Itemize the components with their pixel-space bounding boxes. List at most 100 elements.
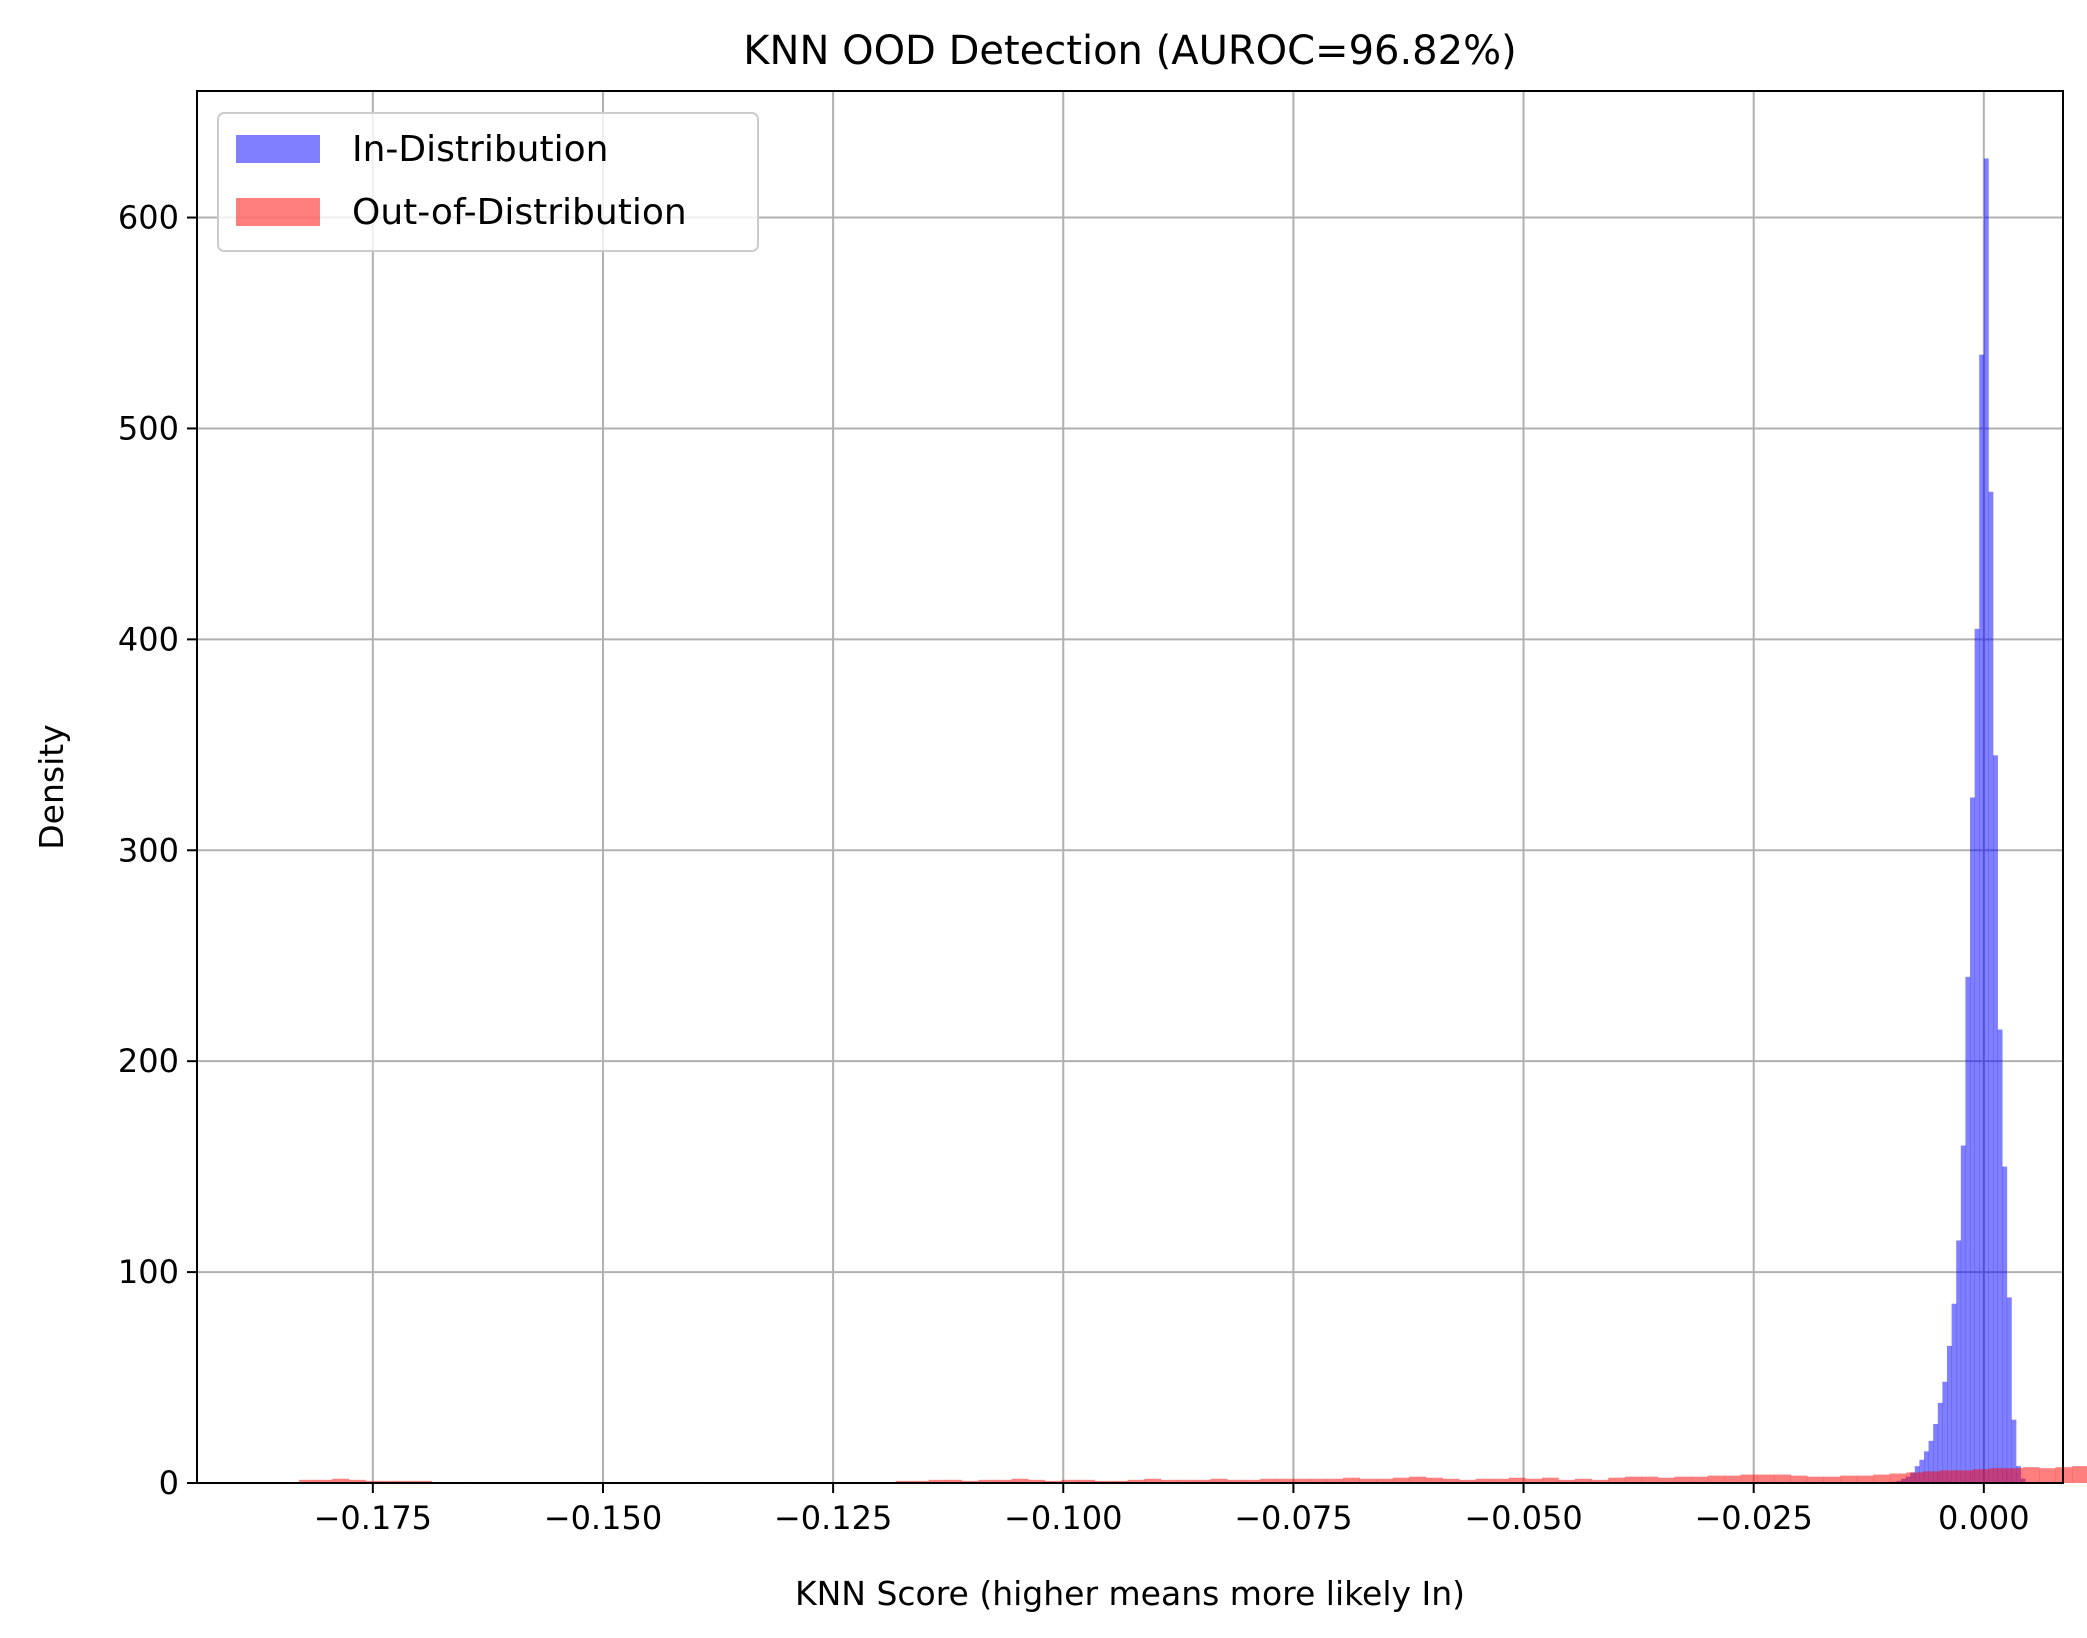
histogram-bar [2022, 1467, 2040, 1483]
histogram-bar [1541, 1477, 1559, 1483]
histogram-bar [1923, 1471, 1940, 1483]
x-tick-label: −0.150 [544, 1499, 662, 1537]
x-tick-label: −0.175 [314, 1499, 432, 1537]
histogram-bar [1928, 1440, 1934, 1483]
histogram-bar [1956, 1470, 1974, 1483]
histogram-bar [1988, 491, 1994, 1483]
histogram-bar [1979, 354, 1985, 1483]
histogram-bar [415, 1480, 433, 1483]
x-tick-label: −0.075 [1234, 1499, 1352, 1537]
histogram-bar [1974, 628, 1980, 1483]
histogram-bar [1624, 1476, 1642, 1483]
y-tick-label: 300 [118, 831, 179, 869]
x-axis-title: KNN Score (higher means more likely In) [795, 1574, 1465, 1613]
legend-swatch-out-of-distribution [236, 198, 320, 226]
histogram-bar [1144, 1478, 1162, 1483]
legend-swatch-in-distribution [236, 135, 320, 163]
histogram-bar [1873, 1474, 1891, 1483]
x-tick-label: −0.050 [1464, 1499, 1582, 1537]
histogram-bar [2072, 1466, 2087, 1483]
histogram-bar [1459, 1479, 1476, 1483]
histogram-bar [1608, 1477, 1626, 1483]
plot-frame [196, 90, 2064, 1484]
histogram-bar [1260, 1478, 1278, 1483]
histogram-bar [1972, 1469, 1990, 1483]
histogram-bar [1790, 1475, 1808, 1483]
histogram-bar [2039, 1468, 2056, 1483]
histogram-bar [1011, 1478, 1029, 1483]
histogram-bar [1983, 158, 1989, 1483]
histogram-bar [1061, 1479, 1079, 1483]
histogram-bar [1575, 1478, 1592, 1483]
y-tick-label: 100 [118, 1253, 179, 1291]
histogram-bar [912, 1480, 930, 1483]
y-axis-title: Density [32, 724, 71, 849]
y-tick-label: 400 [118, 620, 179, 658]
histogram-bar [1641, 1476, 1659, 1483]
histogram-bar [978, 1479, 996, 1483]
y-tick-label: 600 [118, 199, 179, 237]
histogram-bar [1558, 1479, 1576, 1483]
histogram-bar [1674, 1476, 1692, 1483]
histogram-bar [961, 1480, 979, 1483]
histogram-bar [1724, 1475, 1742, 1483]
histogram-bar [1906, 1472, 1924, 1483]
x-tick-label: −0.125 [774, 1499, 892, 1537]
histogram-bar [348, 1479, 366, 1483]
histogram-bar [1965, 976, 1971, 1483]
histogram-bar [1970, 797, 1975, 1483]
histogram-bar [1276, 1478, 1294, 1483]
histogram-bar [1960, 1145, 1966, 1483]
y-tick-label: 500 [118, 409, 179, 447]
histogram-bar [1997, 1029, 2003, 1483]
histogram-bar [1939, 1470, 1957, 1483]
histogram-bar [1691, 1476, 1708, 1483]
histogram-bar [1956, 1240, 1962, 1483]
histogram-bar [398, 1480, 416, 1483]
histogram-bar [1343, 1477, 1360, 1483]
histogram-bar [1740, 1474, 1758, 1483]
histogram-bar [1492, 1478, 1510, 1483]
histogram-bar [928, 1479, 946, 1483]
histogram-bar [365, 1480, 383, 1483]
histogram-bar [1094, 1480, 1112, 1483]
histogram-bar [1889, 1473, 1907, 1483]
histogram-bar [1840, 1475, 1858, 1483]
x-tick-label: 0.000 [1938, 1499, 2030, 1537]
legend: In-Distribution Out-of-Distribution [217, 112, 759, 252]
histogram-bar [315, 1479, 333, 1483]
histogram-bar [1807, 1476, 1824, 1483]
histogram-bar [945, 1479, 963, 1483]
histogram-bar [1177, 1479, 1195, 1483]
histogram-bar [1425, 1477, 1443, 1483]
histogram-bar [1923, 1451, 1929, 1483]
histogram-bar [1942, 1381, 1948, 1483]
histogram-bar [1525, 1478, 1543, 1483]
histogram-bar [1044, 1480, 1062, 1483]
histogram-bar [1591, 1479, 1609, 1483]
y-tick-label: 200 [118, 1042, 179, 1080]
histogram-bar [1773, 1474, 1791, 1483]
histogram-bar [1657, 1477, 1675, 1483]
histogram-bar [1376, 1478, 1394, 1483]
histogram-bar [1392, 1477, 1410, 1483]
histogram-bar [2002, 1166, 2008, 1483]
histogram-bar [1442, 1478, 1460, 1483]
histogram-bar [1993, 755, 1998, 1483]
histogram-bar [1193, 1479, 1211, 1483]
histogram-bar [2011, 1419, 2017, 1483]
histogram-bar [1309, 1478, 1327, 1483]
histogram-bar [1077, 1479, 1095, 1483]
y-tick-label: 0 [159, 1464, 179, 1502]
histogram-bar [1326, 1478, 1344, 1483]
chart-title: KNN OOD Detection (AUROC=96.82%) [743, 28, 1516, 74]
histogram-bar [1707, 1475, 1725, 1483]
histogram-bar [382, 1480, 399, 1483]
legend-label-in-distribution: In-Distribution [352, 129, 608, 170]
histogram-bars [299, 158, 2087, 1483]
legend-label-out-of-distribution: Out-of-Distribution [352, 192, 687, 233]
histogram-bar [1227, 1479, 1244, 1483]
x-tick-label: −0.100 [1004, 1499, 1122, 1537]
